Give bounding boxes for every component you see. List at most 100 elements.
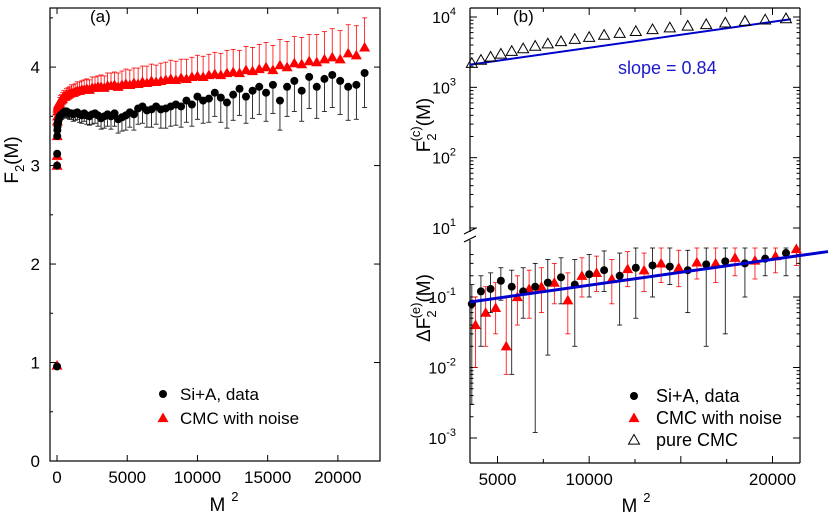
legend-label: CMC with noise [656,408,782,428]
data-point [591,267,603,277]
y-tick-label: 104 [432,6,456,27]
data-point [710,257,722,268]
x-tick-label: 0 [52,468,61,487]
error-bar [291,80,297,112]
data-point [312,82,321,91]
label-part: 10 [432,221,450,238]
data-point [227,66,239,77]
data-point [303,55,315,66]
legend-marker [157,412,169,423]
data-point [177,102,186,111]
data-point [543,278,552,287]
label-part: 2 [424,310,439,317]
legend-label: Si+A, data [180,385,259,404]
legend-label: CMC with noise [180,409,299,428]
data-point [53,161,62,170]
y-tick-label: 0 [31,452,40,471]
data-point [622,263,634,274]
error-bar [299,90,305,122]
data-point [204,94,213,103]
data-point [629,24,643,36]
data-point [297,86,306,95]
data-point [507,282,516,291]
data-point [582,30,596,42]
data-point [494,47,508,59]
data-point [531,282,540,291]
error-bar [353,84,359,120]
data-point [648,261,657,270]
data-point [699,17,713,30]
fit-line-lower [469,250,829,304]
error-bar [345,86,351,121]
label-part: (c) [408,126,423,141]
legend-label: pure CMC [656,430,738,450]
data-point [255,82,264,91]
error-bar [572,259,578,347]
data-point [336,76,345,85]
label-part: -2 [446,357,456,369]
label-part: 2 [450,147,456,159]
x-tick-label: 10000 [174,468,221,487]
series-si-a-data [53,68,369,371]
data-point [738,14,752,26]
label-part: 10 [428,290,446,307]
error-bar [742,247,748,298]
label-part: 10 [428,361,446,378]
label-part: 1 [450,217,456,229]
data-point [541,37,555,49]
data-point [474,53,488,65]
error-bar [478,275,484,347]
data-point [691,256,703,267]
label-part: F [2,172,23,184]
data-point [516,42,530,54]
y-tick-label: 10-1 [428,286,456,307]
data-point [234,67,246,78]
series-cmc-with-noise [51,17,371,370]
axis-break-mark [463,227,477,235]
data-point [318,53,330,64]
label-part: 3 [450,76,456,88]
y-tick-label: 10-2 [428,357,456,378]
data-point [758,13,772,25]
data-point [548,277,560,287]
y-tick-label: 4 [31,58,40,77]
data-point [528,39,542,51]
legend-marker [628,412,640,423]
error-bar [633,247,639,319]
data-point [274,59,286,70]
data-point [320,74,329,83]
data-point [193,92,202,101]
data-point [210,88,219,97]
data-point [646,22,659,35]
label-part: 2 [643,490,650,505]
error-bar [314,86,320,119]
data-point [53,149,62,158]
data-point [663,21,677,33]
label-part: (M) [2,136,23,164]
data-point [585,270,594,279]
data-point [240,64,252,75]
data-point [344,82,353,91]
x-tick-label: 15000 [244,468,291,487]
y-tick-label: 3 [31,157,40,176]
data-point [53,362,62,371]
data-point [600,266,609,275]
error-bar [362,72,368,108]
data-point [241,92,250,101]
data-point [476,287,485,296]
data-point [779,12,793,24]
x-tick-label: 20000 [314,468,361,487]
data-point [260,61,272,72]
data-point [576,270,588,280]
data-point [562,294,574,305]
data-point [729,252,741,262]
legend-marker [159,390,167,398]
x-tick-label: 5000 [479,470,517,489]
data-point [187,100,196,109]
y-tick-label: 103 [432,76,456,97]
data-point [235,84,244,93]
data-point [110,109,119,118]
